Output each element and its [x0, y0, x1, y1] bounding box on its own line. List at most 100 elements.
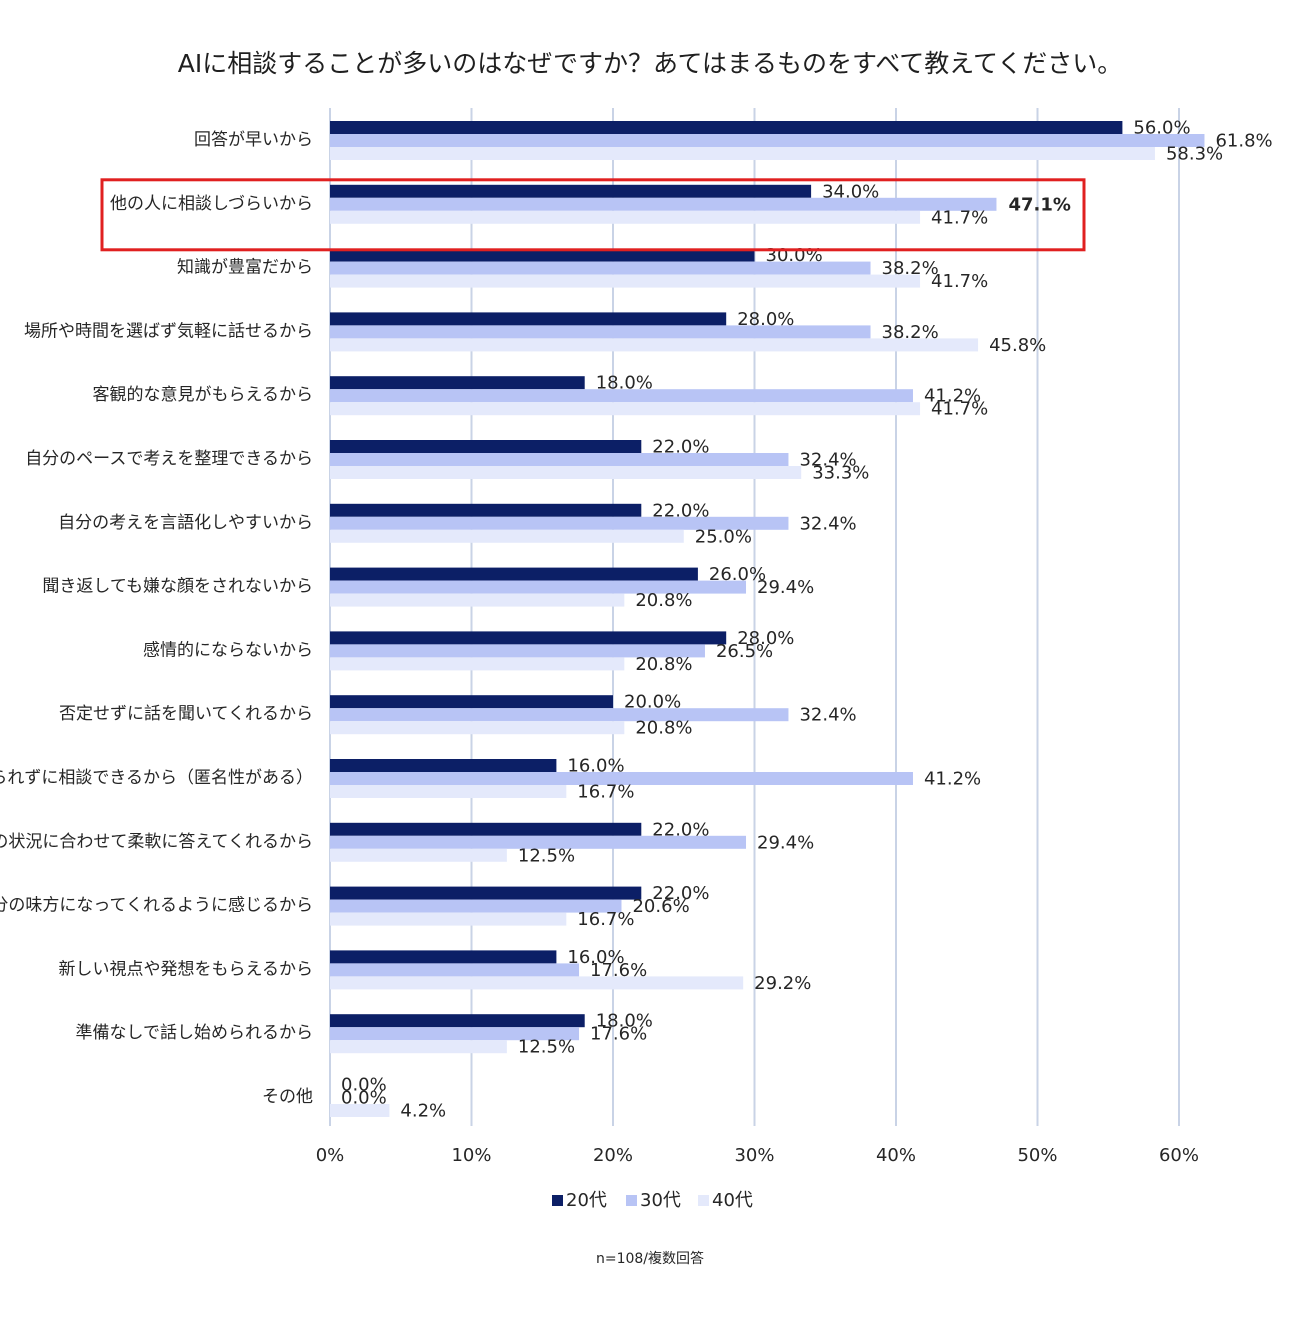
- value-label: 26.0%: [709, 564, 766, 585]
- value-label: 32.4%: [799, 705, 856, 726]
- x-tick-label: 20%: [593, 1145, 633, 1166]
- x-tick-label: 0%: [316, 1145, 345, 1166]
- bar: [330, 1014, 585, 1028]
- bar: [330, 274, 921, 288]
- value-label: 20.6%: [632, 896, 689, 917]
- value-label: 20.8%: [635, 590, 692, 611]
- bar: [330, 325, 871, 339]
- value-label: 30.0%: [766, 245, 823, 266]
- value-label: 38.2%: [882, 322, 939, 343]
- sample-note: n=108/複数回答: [596, 1250, 704, 1267]
- bar: [330, 453, 789, 466]
- value-label: 41.2%: [924, 386, 981, 407]
- bar: [330, 822, 642, 836]
- x-tick-label: 50%: [1017, 1145, 1057, 1166]
- value-label: 32.4%: [799, 450, 856, 471]
- chart-title: AIに相談することが多いのはなぜですか？あてはまるものをすべて教えてください。: [178, 49, 1122, 78]
- bar: [330, 338, 979, 352]
- bar: [330, 147, 1155, 160]
- value-label: 17.6%: [590, 960, 647, 981]
- value-label: 18.0%: [596, 373, 653, 394]
- value-label: 32.4%: [799, 513, 856, 534]
- category-label: 否定せずに話を聞いてくれるから: [59, 704, 313, 724]
- value-label: 17.6%: [590, 1024, 647, 1045]
- bar: [330, 580, 747, 594]
- value-label: 47.1%: [1008, 194, 1070, 215]
- value-label: 56.0%: [1133, 118, 1190, 139]
- x-tick-label: 30%: [734, 1145, 774, 1166]
- value-label: 0.0%: [341, 1075, 387, 1096]
- value-label: 18.0%: [596, 1011, 653, 1032]
- category-label: 客観的な意見がもらえるから: [93, 385, 314, 405]
- value-label: 41.7%: [931, 271, 988, 292]
- value-label: 58.3%: [1166, 144, 1223, 165]
- legend-label: 30代: [640, 1190, 681, 1211]
- bar: [330, 708, 789, 722]
- value-label: 29.2%: [754, 973, 811, 994]
- bar: [330, 657, 625, 671]
- value-label: 25.0%: [695, 526, 752, 547]
- bar: [330, 785, 567, 798]
- category-label: 他の人に相談しづらいから: [110, 194, 313, 214]
- category-label: その他: [262, 1087, 313, 1107]
- legend-label: 20代: [566, 1190, 607, 1211]
- legend-swatch: [552, 1195, 563, 1206]
- value-label: 16.7%: [577, 909, 634, 930]
- value-label: 41.7%: [931, 399, 988, 420]
- bar: [330, 466, 802, 479]
- bar: [330, 1027, 580, 1041]
- bar: [330, 963, 580, 977]
- legend-label: 40代: [712, 1190, 753, 1211]
- bar: [330, 848, 507, 862]
- bar: [330, 389, 913, 403]
- category-label: 誰にも知られずに相談できるから（匿名性がある）: [0, 768, 313, 788]
- value-label: 4.2%: [400, 1101, 446, 1122]
- value-label: 22.0%: [652, 437, 709, 458]
- bar: [330, 376, 585, 390]
- bar: [330, 121, 1123, 134]
- value-label: 12.5%: [518, 845, 575, 866]
- category-label: 感情的にならないから: [143, 640, 313, 660]
- category-label: 回答が早いから: [194, 130, 313, 150]
- value-label: 16.0%: [567, 756, 624, 777]
- value-label: 22.0%: [652, 819, 709, 840]
- bar: [330, 593, 625, 607]
- legend: 20代 30代 40代: [552, 1190, 753, 1211]
- bar: [330, 644, 705, 658]
- category-label: いつも自分の味方になってくれるように感じるから: [0, 896, 313, 916]
- value-label: 61.8%: [1215, 131, 1272, 152]
- category-label: 準備なしで話し始められるから: [76, 1023, 314, 1043]
- bar: [330, 529, 684, 543]
- bar: [330, 835, 747, 849]
- bar: [330, 440, 642, 453]
- x-tick-label: 60%: [1159, 1145, 1199, 1166]
- bar: [330, 197, 997, 211]
- bar: [330, 567, 698, 581]
- value-labels: 56.0% 61.8%58.3% 34.0% 47.1% 41.7% 30.0% 38.2%…: [341, 118, 1273, 1122]
- value-label: 28.0%: [737, 628, 794, 649]
- category-label: 聞き返しても嫌な顔をされないから: [42, 577, 313, 597]
- value-label: 20.0%: [624, 692, 681, 713]
- bar: [330, 248, 755, 262]
- legend-swatch: [698, 1195, 709, 1206]
- highlight-box: [100, 178, 1086, 252]
- category-label: 自分のペースで考えを整理できるから: [25, 449, 313, 469]
- value-label: 34.0%: [822, 181, 879, 202]
- highlight: [100, 178, 1086, 252]
- value-label: 28.0%: [737, 309, 794, 330]
- bar: [330, 721, 625, 735]
- x-tick-label: 10%: [451, 1145, 491, 1166]
- bar: [330, 886, 642, 900]
- value-label: 33.3%: [812, 463, 869, 484]
- value-label: 45.8%: [989, 335, 1046, 356]
- bar: [330, 912, 567, 926]
- value-label: 29.4%: [757, 577, 814, 598]
- value-label: 22.0%: [652, 500, 709, 521]
- bar: [330, 631, 727, 645]
- value-label: 38.2%: [882, 258, 939, 279]
- value-label: 12.5%: [518, 1037, 575, 1058]
- bar: [330, 261, 871, 275]
- value-label: 26.5%: [716, 641, 773, 662]
- value-label: 41.2%: [924, 769, 981, 790]
